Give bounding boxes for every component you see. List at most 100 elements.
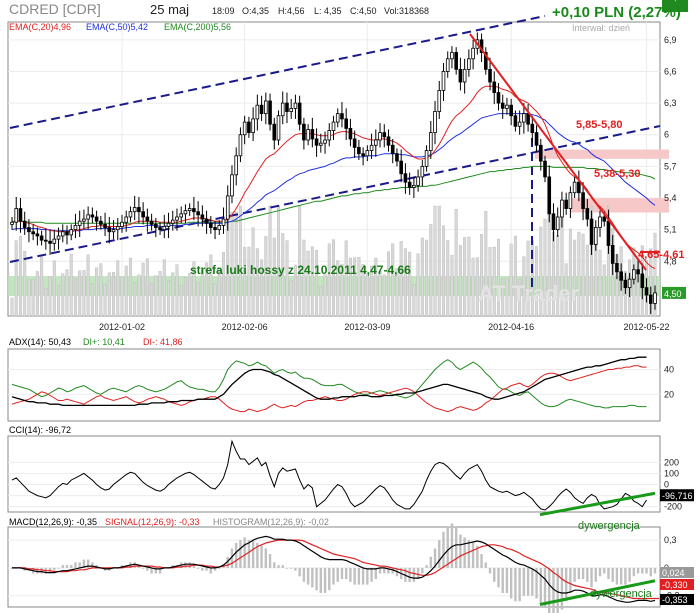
volume-bar xyxy=(306,250,310,317)
histogram-bar xyxy=(641,567,644,574)
candle-body xyxy=(378,132,382,141)
volume-bar xyxy=(653,232,657,317)
channel-lower-line xyxy=(9,125,661,263)
volume-bar xyxy=(247,246,251,317)
volume-bar xyxy=(162,259,166,317)
candle-body xyxy=(348,127,353,140)
histogram-bar xyxy=(632,567,636,577)
price-tick-label: 5,4 xyxy=(664,193,677,203)
macd-value-label: -0,330 xyxy=(662,580,688,590)
volume-bar xyxy=(52,260,56,317)
histogram-bar xyxy=(150,567,153,574)
candle-body xyxy=(450,52,454,60)
candle-body xyxy=(598,216,602,228)
volume-bar xyxy=(564,263,568,317)
volume-bar xyxy=(196,282,200,317)
volume-bar xyxy=(429,224,433,317)
candle-body xyxy=(65,231,69,236)
volume-bar xyxy=(27,279,31,317)
candle-body xyxy=(623,279,628,289)
volume-bar xyxy=(509,243,513,317)
histogram-bar xyxy=(158,567,162,574)
candle-body xyxy=(420,165,425,178)
candle-body xyxy=(361,153,365,157)
histogram-bar xyxy=(196,567,200,569)
histogram-bar xyxy=(636,567,640,574)
candle-body xyxy=(509,104,513,117)
cci-tick-label: -200 xyxy=(664,502,682,512)
histogram-bar xyxy=(552,567,555,613)
histogram-bar xyxy=(535,567,538,599)
histogram-bar xyxy=(332,567,335,585)
price-tick-label: 4,8 xyxy=(664,256,677,266)
volume-bar xyxy=(243,247,247,317)
macd-legend-1: SIGNAL(12,26,9): -0,33 xyxy=(105,517,200,527)
histogram-bar xyxy=(349,567,352,582)
histogram-bar xyxy=(192,565,196,568)
date-tick-label: 2012-02-06 xyxy=(222,322,268,332)
candle-body xyxy=(399,160,403,175)
histogram-bar xyxy=(205,567,208,571)
candle-body xyxy=(158,227,162,231)
histogram-bar xyxy=(289,567,293,569)
volume-bar xyxy=(133,282,137,317)
histogram-bar xyxy=(645,567,648,574)
volume-bar xyxy=(573,239,577,317)
candle-body xyxy=(390,144,395,155)
volume-bar xyxy=(412,284,416,317)
histogram-bar xyxy=(433,548,437,568)
candle-body xyxy=(268,100,272,125)
candle-body xyxy=(225,195,230,220)
volume-bar xyxy=(336,260,340,317)
candle-body xyxy=(251,118,255,134)
candle-body xyxy=(458,68,463,83)
volume-bar xyxy=(277,205,281,317)
trend-channel xyxy=(9,15,661,292)
volume-bar xyxy=(268,205,272,317)
volume-bar xyxy=(128,257,132,317)
volume-bar xyxy=(488,247,492,317)
histogram-bar xyxy=(526,567,530,596)
candle-body xyxy=(120,221,124,227)
histogram-bar xyxy=(463,537,466,568)
histogram-bar xyxy=(556,567,559,613)
candle-body xyxy=(111,229,116,233)
candle-body xyxy=(230,174,234,197)
candle-body xyxy=(221,218,226,226)
volume-bar xyxy=(399,241,403,317)
volume-bar xyxy=(112,272,116,317)
annotations: 5,85-5,80 5,38-5,30 4,65-4,61 strefa luki h… xyxy=(190,119,684,277)
volume-bar xyxy=(103,284,107,317)
price-y-axis: 6,9 6,6 6,3 6 5,7 5,4 5,1 4,8 4,50 xyxy=(662,35,686,299)
histogram-bar xyxy=(581,567,585,580)
candle-body xyxy=(352,138,357,148)
histogram-bar xyxy=(522,567,526,596)
candle-body xyxy=(234,155,239,176)
candle-body xyxy=(31,231,35,235)
volume-bar xyxy=(386,251,390,317)
candle-body xyxy=(610,245,615,264)
cci-divergence-line xyxy=(539,491,656,517)
cci-tick-label: 200 xyxy=(664,457,679,467)
candle-body xyxy=(39,235,44,241)
candle-body xyxy=(648,294,653,304)
volume-bar xyxy=(403,248,407,317)
candle-body xyxy=(416,176,420,186)
volume-bar xyxy=(293,264,297,317)
volume-bar xyxy=(454,208,458,317)
di-minus-line xyxy=(11,365,647,413)
candle-body xyxy=(428,132,433,151)
volume-bar xyxy=(107,272,111,317)
histogram-bar xyxy=(184,562,187,568)
candle-body xyxy=(627,278,632,289)
volume-bar xyxy=(374,257,378,317)
volume-bar xyxy=(365,273,369,317)
downtrend-line-red xyxy=(469,33,647,271)
histogram-bar xyxy=(302,567,306,582)
candle-body xyxy=(154,223,158,228)
volume-bar xyxy=(141,262,145,317)
histogram-bar xyxy=(357,567,361,585)
volume-bar xyxy=(260,259,264,317)
